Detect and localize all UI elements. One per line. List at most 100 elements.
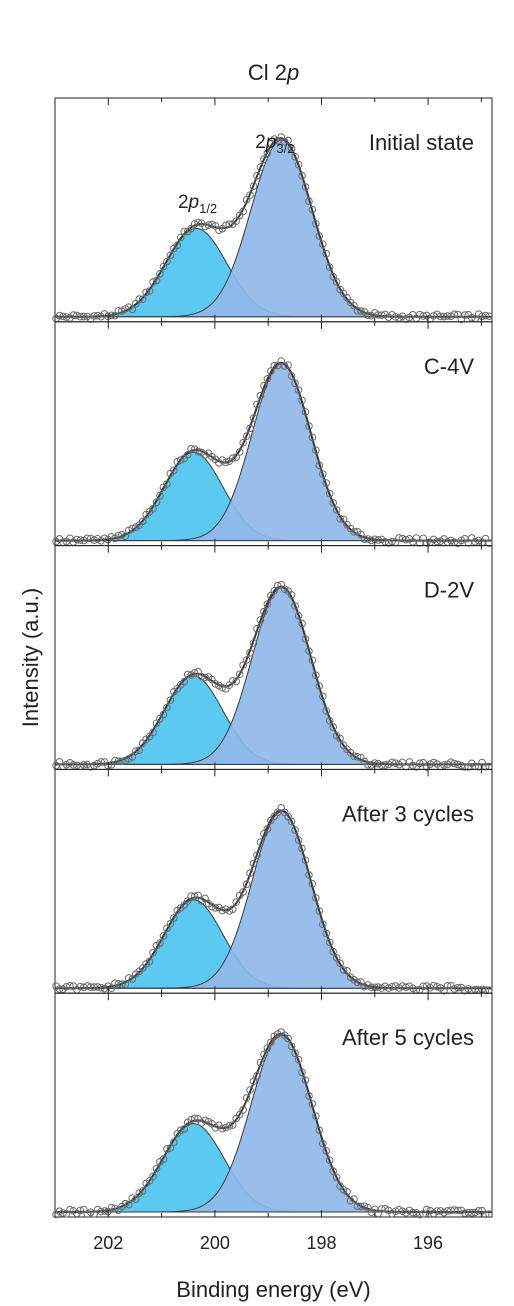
data-point [125,1200,133,1209]
data-point [225,220,234,229]
data-point [118,757,126,766]
data-point [301,635,310,643]
data-point [433,1207,441,1215]
data-point [256,1058,265,1067]
data-point [211,680,220,688]
data-point [263,374,272,383]
data-point [315,1126,324,1134]
data-point [235,670,244,679]
data-point [325,263,334,271]
data-point [433,537,441,546]
data-point [152,498,161,507]
data-point [159,710,168,719]
data-point [242,1094,251,1102]
peak-label-2p3/2: 2p3/2 [255,132,294,156]
data-point [287,372,296,380]
data-point [66,1205,74,1214]
data-point [76,536,85,544]
data-point [332,506,341,514]
data-point [86,1208,95,1216]
data-point [429,981,438,990]
data-point [377,311,386,319]
data-point [357,1202,365,1211]
peak-2p3/2-fill [55,363,492,542]
data-point [135,295,143,303]
data-point [343,967,351,975]
peak-2p3/2-fill [55,810,492,989]
x-tick-label: 196 [413,1233,443,1253]
data-point [208,220,216,229]
data-point [242,432,251,440]
data-point [315,682,324,690]
data-point [409,1208,417,1217]
data-point [450,985,459,993]
panel-3: D-2V [52,545,493,771]
data-point [301,1076,310,1084]
data-point [364,760,372,769]
data-point [325,716,334,725]
data-point [79,761,88,769]
data-point [322,479,331,487]
data-point [291,602,299,610]
data-point [332,954,341,962]
data-point [125,526,133,535]
data-point [339,966,348,974]
data-point [232,677,240,686]
data-point [145,287,154,295]
data-point [467,313,476,322]
data-point [270,361,279,370]
data-point [308,1100,317,1108]
data-point [450,310,459,319]
data-point [228,454,237,463]
data-point [173,241,182,250]
data-point [187,445,195,453]
data-point [222,1123,230,1132]
data-point [152,1164,161,1173]
data-point [128,975,137,983]
data-point [291,826,299,834]
data-point [322,929,331,938]
data-point [364,311,372,320]
data-point [263,149,272,157]
data-point [332,278,341,286]
data-point [287,817,296,826]
data-point [287,144,296,153]
data-point [239,207,247,216]
data-point [388,537,396,546]
data-point [79,312,88,321]
data-point [228,676,237,685]
data-point [353,306,362,315]
data-point [298,619,306,628]
data-point [66,982,74,990]
data-point [159,262,168,271]
data-point [429,758,438,767]
data-point [485,312,493,321]
data-point [194,891,202,900]
data-point [402,535,410,544]
data-point [166,919,175,928]
data-point [267,1038,275,1047]
data-point [267,367,275,375]
data-point [467,1208,476,1217]
data-point [325,489,334,498]
data-point [325,938,334,947]
data-point [312,671,320,679]
data-point [156,939,164,947]
data-point [232,453,240,461]
data-point [350,752,358,760]
data-point [308,656,317,665]
data-point [336,514,344,523]
data-point [294,160,303,169]
data-point [381,761,389,769]
data-point [107,1203,116,1212]
data-point [284,361,292,369]
data-point [277,357,286,365]
data-point [287,1042,296,1051]
data-point [256,163,265,171]
data-point [180,677,189,686]
data-point [256,616,265,624]
data-point [121,756,130,765]
data-point [419,312,428,320]
data-point [305,422,313,430]
data-point [166,696,175,704]
